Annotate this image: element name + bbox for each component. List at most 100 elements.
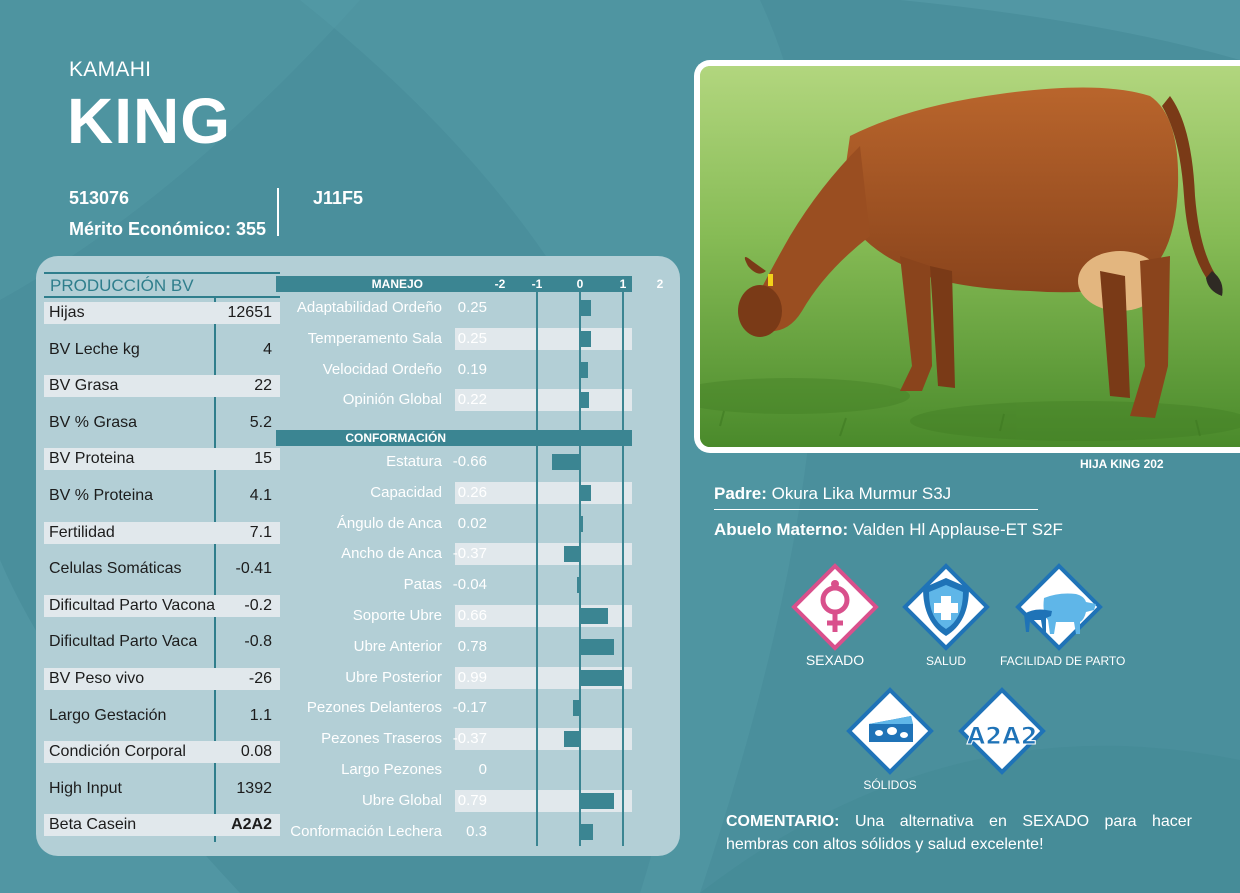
- svg-text:A2A2: A2A2: [967, 722, 1038, 750]
- production-row: Dificultad Parto Vacona -0.2: [44, 594, 280, 617]
- production-label: BV % Grasa: [49, 413, 138, 431]
- production-value: 4.1: [249, 487, 272, 504]
- production-label: Largo Gestación: [49, 706, 167, 724]
- trait-value: 0: [478, 761, 487, 778]
- production-value: 22: [254, 377, 272, 395]
- production-row: BV % Grasa 5.2: [44, 412, 280, 434]
- trait-label: Adaptabilidad Ordeño: [296, 299, 442, 316]
- production-value: 0.08: [240, 743, 272, 761]
- trait-label: Ubre Global: [361, 791, 442, 809]
- production-label: BV Peso vivo: [49, 670, 145, 687]
- production-value: -0.2: [244, 596, 272, 614]
- section-title: MANEJO: [371, 277, 423, 291]
- trait-bar: [580, 669, 623, 686]
- cow-calf-icon: [1015, 563, 1103, 651]
- breed-code: J11F5: [313, 188, 364, 208]
- photo-caption: HIJA KING 202: [1080, 457, 1164, 471]
- pedigree-divider: [714, 509, 1038, 510]
- trait-bar: [551, 454, 580, 470]
- production-value: 1.1: [249, 706, 272, 724]
- sire-label: Padre:: [714, 484, 767, 503]
- merit-label: Mérito Económico:: [69, 219, 232, 239]
- bull-prefix: KAMAHI: [69, 58, 152, 81]
- comment: COMENTARIO: Una alternativa en SEXADO pa…: [726, 810, 1192, 856]
- trait-label: Ángulo de Anca: [336, 514, 442, 532]
- section-title: CONFORMACIÓN: [345, 431, 446, 445]
- trait-bar: [580, 361, 589, 378]
- trait-bar: [580, 330, 591, 347]
- trait-label: Opinión Global: [342, 391, 442, 409]
- trait-label: Patas: [403, 576, 442, 594]
- production-divider: [214, 296, 216, 842]
- production-row: BV Peso vivo -26: [44, 668, 280, 690]
- section-header: CONFORMACIÓN: [276, 430, 632, 446]
- production-label: BV Leche kg: [49, 340, 140, 358]
- production-label: BV Grasa: [49, 377, 119, 395]
- badge-label-salud: SALUD: [925, 654, 966, 668]
- economic-merit: Mérito Económico: 355: [69, 219, 266, 240]
- trait-value: -0.04: [452, 576, 487, 594]
- mgs-line: Abuelo Materno: Valden Hl Applause-ET S2…: [714, 520, 1063, 540]
- production-row: Hijas 12651: [44, 302, 280, 324]
- scale-tick: -2: [494, 277, 506, 291]
- production-label: BV % Proteina: [49, 487, 154, 504]
- section-header: MANEJO -2 -1 0 1 2: [276, 276, 663, 292]
- trait-value: 0.25: [457, 299, 487, 316]
- production-label: Beta Casein: [49, 816, 137, 834]
- production-label: Dificultad Parto Vaca: [49, 633, 198, 651]
- trait-bar: [580, 484, 592, 501]
- trait-bar: [580, 638, 614, 655]
- trait-bar: [572, 700, 580, 717]
- production-value: A2A2: [231, 816, 272, 834]
- trait-bar: [580, 792, 614, 809]
- daughter-photo: [694, 60, 1240, 453]
- production-row: High Input 1392: [44, 778, 280, 800]
- trait-bar: [564, 731, 580, 748]
- registration-number: 513076: [69, 188, 130, 208]
- trait-value: 0.19: [457, 360, 487, 378]
- trait-bar: [580, 823, 593, 840]
- trait-value: -0.66: [452, 453, 487, 470]
- production-value: 4: [263, 340, 272, 358]
- trait-label: Conformación Lechera: [290, 822, 442, 840]
- production-row: BV Proteina 15: [44, 448, 280, 471]
- trait-bar: [564, 546, 580, 563]
- shield-cross-icon: [902, 563, 990, 651]
- production-label: Fertilidad: [49, 523, 115, 541]
- cow-illustration: [700, 66, 1240, 447]
- production-row: Largo Gestación 1.1: [44, 705, 280, 727]
- production-value: 12651: [227, 304, 273, 321]
- trait-value: 0.79: [457, 791, 487, 809]
- grid-line: [622, 276, 624, 846]
- production-title: PRODUCCIÓN BV: [44, 272, 280, 298]
- badge-label-solidos: SÓLIDOS: [863, 778, 917, 792]
- trait-label: Ancho de Anca: [341, 545, 442, 563]
- grid-line: [536, 276, 538, 846]
- trait-value: 0.99: [457, 668, 487, 686]
- trait-bar: [580, 608, 609, 624]
- trait-value: -0.17: [452, 699, 487, 717]
- production-row: BV Leche kg 4: [44, 339, 280, 361]
- a2a2-icon: A2A2: [958, 687, 1046, 775]
- production-row: Condición Corporal 0.08: [44, 741, 280, 764]
- production-row: Fertilidad 7.1: [44, 521, 280, 544]
- trait-value: 0.66: [457, 607, 487, 624]
- merit-value: 355: [236, 219, 267, 239]
- trait-label: Temperamento Sala: [307, 329, 442, 347]
- cheese-icon: [846, 687, 934, 775]
- trait-value: -0.37: [452, 730, 487, 748]
- trait-bar: [580, 515, 583, 532]
- trait-row-stripe: [455, 728, 632, 751]
- production-label: Dificultad Parto Vacona: [49, 596, 216, 614]
- scale-tick: 2: [656, 277, 664, 291]
- production-value: 5.2: [249, 413, 272, 431]
- production-value: -26: [248, 670, 272, 687]
- trait-bar: [577, 577, 580, 594]
- trait-label: Estatura: [386, 453, 442, 470]
- trait-value: 0.26: [457, 483, 487, 501]
- trait-value: -0.37: [452, 545, 487, 563]
- production-label: Hijas: [49, 304, 85, 321]
- trait-label: Ubre Anterior: [353, 637, 442, 655]
- production-label: High Input: [49, 779, 122, 797]
- trait-label: Pezones Delanteros: [306, 699, 442, 717]
